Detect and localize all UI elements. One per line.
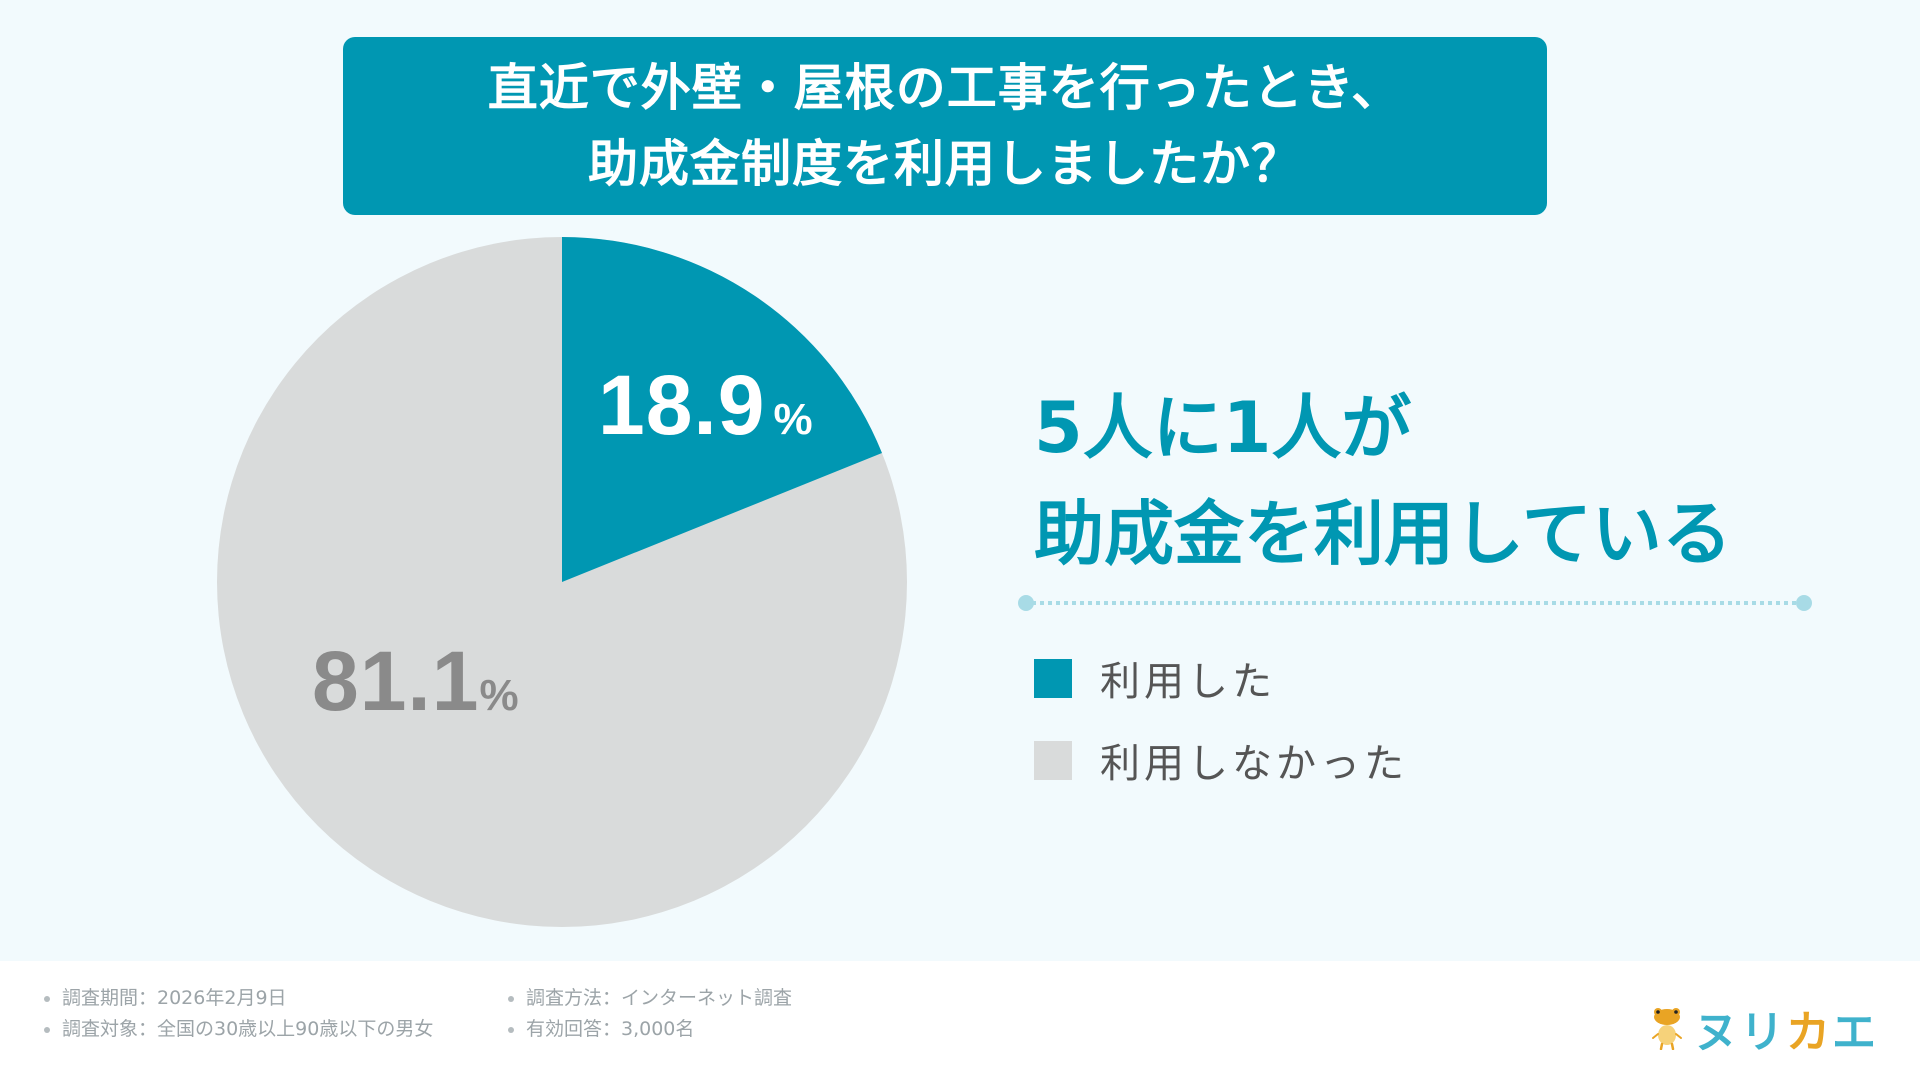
survey-note-method: 調査方法：インターネット調査 [508,983,792,1014]
pie-unit-not-used: % [479,671,519,720]
footer: 調査期間：2026年2月9日 調査対象：全国の30歳以上90歳以下の男女 調査方… [0,961,1920,1080]
headline-annotation: 5人に1人が 助成金を利用している [1034,375,1732,587]
survey-note-text: 調査方法：インターネット調査 [526,987,793,1009]
legend-swatch-not-used [1034,740,1072,780]
pie-slice-used [562,237,882,582]
bullet-icon [508,995,514,1002]
pie-svg [217,237,907,927]
survey-note-responses: 有効回答：3,000名 [508,1014,792,1045]
divider-dot-right [1796,595,1812,611]
divider-dotted-line [1032,601,1798,605]
frog-mascot-icon [1652,1008,1682,1050]
pie-value-used: 18.9 [598,358,766,452]
legend-label-not-used: 利用しなかった [1100,741,1408,787]
logo-char: ヌ [1694,1007,1740,1058]
logo-char: エ [1832,1007,1878,1058]
survey-note-text: 有効回答：3,000名 [526,1018,695,1040]
pie-label-used: 18.9% [598,357,813,454]
chart-title-line-2: 助成金制度を利用しましたか？ [588,135,1302,193]
survey-note-text: 調査期間：2026年2月9日 [62,987,287,1009]
chart-title-banner: 直近で外壁・屋根の工事を行ったとき、 助成金制度を利用しましたか？ [343,37,1547,215]
legend-swatch-used [1034,658,1072,698]
headline-line-2: 助成金を利用している [1034,493,1732,575]
survey-note-text: 調査対象：全国の30歳以上90歳以下の男女 [62,1018,434,1040]
legend-label-used: 利用した [1100,659,1276,705]
pie-chart: 18.9% 81.1% [217,237,907,927]
pie-unit-used: % [773,395,813,444]
logo-char: リ [1740,1007,1786,1058]
chart-area: 直近で外壁・屋根の工事を行ったとき、 助成金制度を利用しましたか？ 18.9% … [217,37,1812,927]
survey-note-target: 調査対象：全国の30歳以上90歳以下の男女 [44,1014,433,1045]
divider-dot-left [1018,595,1034,611]
chart-title-line-1: 直近で外壁・屋根の工事を行ったとき、 [487,59,1403,117]
survey-notes-col-2: 調査方法：インターネット調査 有効回答：3,000名 [508,983,792,1045]
survey-note-period: 調査期間：2026年2月9日 [44,983,433,1014]
pie-label-not-used: 81.1% [312,633,519,730]
dotted-divider [1018,595,1812,611]
brand-logo-text: ヌリカエ [1694,996,1878,1060]
headline-line-1: 5人に1人が [1034,387,1412,469]
bullet-icon [44,1026,50,1033]
bullet-icon [44,995,50,1002]
legend-item-used: 利用した [1034,650,1408,706]
pie-value-not-used: 81.1 [312,634,480,728]
legend: 利用した 利用しなかった [1034,650,1408,814]
survey-notes-col-1: 調査期間：2026年2月9日 調査対象：全国の30歳以上90歳以下の男女 [44,983,433,1045]
brand-logo: ヌリカエ [1650,996,1878,1060]
bullet-icon [508,1026,514,1033]
logo-char: カ [1786,1007,1832,1058]
legend-item-not-used: 利用しなかった [1034,732,1408,788]
